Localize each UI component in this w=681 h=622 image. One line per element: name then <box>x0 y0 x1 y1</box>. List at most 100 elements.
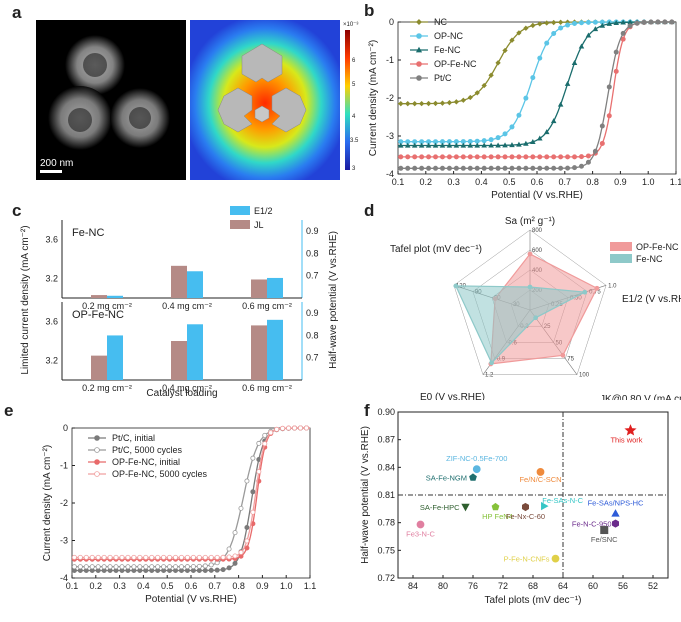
scatter-point <box>612 519 619 528</box>
scatter-point <box>600 526 609 535</box>
radar-tick: 100 <box>579 373 590 379</box>
data-point <box>502 131 508 137</box>
y-tick-label: 0 <box>63 423 68 433</box>
data-point <box>495 165 501 171</box>
data-point <box>572 165 578 171</box>
y-tick-label: 0 <box>389 17 394 27</box>
data-point <box>662 19 668 25</box>
data-point <box>523 154 529 160</box>
category-label: 0.4 mg cm⁻² <box>162 383 212 393</box>
data-point <box>419 165 425 171</box>
data-point <box>405 101 411 107</box>
radar-point <box>560 352 566 358</box>
panel-label: c <box>12 201 21 220</box>
data-point <box>572 154 578 160</box>
data-point <box>613 49 619 55</box>
bar-e12 <box>187 271 203 298</box>
point-label: Fe3-N-C <box>406 530 435 539</box>
data-point <box>137 554 143 560</box>
data-point <box>77 554 83 560</box>
bar-e12 <box>187 324 203 380</box>
data-point <box>543 129 550 135</box>
radar-point <box>533 315 539 321</box>
right-tick-label: 0.9 <box>306 226 319 236</box>
legend-marker <box>416 19 422 25</box>
point-label: P-Fe-N-CNFs <box>504 555 550 564</box>
bar-jl <box>251 325 267 380</box>
legend-marker <box>94 471 100 477</box>
data-point <box>398 154 404 160</box>
y-tick-label: 0.75 <box>377 545 395 555</box>
data-point <box>143 564 149 570</box>
data-point <box>516 30 522 36</box>
data-point <box>155 554 161 560</box>
legend-label: OP-Fe-NC, initial <box>112 457 180 467</box>
plot-frame <box>71 427 311 579</box>
data-point <box>173 564 179 570</box>
data-point <box>433 154 439 160</box>
scale-bar-label: 200 nm <box>40 158 73 169</box>
data-point <box>426 165 432 171</box>
colorbar-tick: 5 <box>352 82 356 88</box>
data-point <box>412 165 418 171</box>
data-point <box>467 154 473 160</box>
data-point <box>558 25 564 31</box>
x-tick-label: 72 <box>498 581 508 591</box>
x-tick-label: 0.9 <box>614 177 627 187</box>
simulation-image <box>190 20 340 180</box>
data-point <box>173 554 179 560</box>
data-point <box>523 25 529 31</box>
legend-label: Pt/C <box>434 73 452 83</box>
scale-bar <box>40 170 62 173</box>
data-point <box>481 154 487 160</box>
legend-label: E1/2 <box>254 206 273 216</box>
x-tick-label: 64 <box>558 581 568 591</box>
x-tick-label: 0.7 <box>559 177 572 187</box>
data-point <box>202 554 208 560</box>
category-label: 0.2 mg cm⁻² <box>82 383 132 393</box>
hex-frame <box>241 43 283 83</box>
legend-label: OP-NC <box>434 31 464 41</box>
data-point <box>606 20 613 26</box>
data-point <box>292 425 298 431</box>
data-point <box>137 564 143 570</box>
data-point <box>530 138 536 144</box>
data-point <box>544 154 550 160</box>
x-tick-label: 1.1 <box>304 581 317 591</box>
data-point <box>481 138 487 144</box>
data-point <box>244 525 250 531</box>
legend-marker <box>416 33 422 39</box>
legend: NC OP-NC Fe-NC OP-Fe-NC Pt/C <box>410 17 477 83</box>
data-point <box>149 554 155 560</box>
radar-axis-label: JK@0.80 V (mA cm⁻²) <box>600 394 681 400</box>
data-point <box>439 100 446 106</box>
x-tick-label: 0.1 <box>392 177 405 187</box>
data-point <box>516 112 522 118</box>
data-point <box>516 154 522 160</box>
x-tick-label: 0.3 <box>447 177 460 187</box>
radar-tick: 800 <box>532 228 543 234</box>
colorbar-tick: 3 <box>352 166 356 172</box>
data-point <box>453 154 459 160</box>
data-point <box>606 84 612 90</box>
data-point <box>460 142 467 148</box>
data-point <box>495 154 501 160</box>
radar-tick: 600 <box>532 248 543 254</box>
data-point <box>446 165 452 171</box>
data-point <box>558 154 564 160</box>
data-point <box>77 564 83 570</box>
panel-a: a 200 nm ×10⁻³ 6 5 4 3.5 3 <box>0 0 360 190</box>
data-point <box>530 75 536 81</box>
data-point <box>250 489 256 495</box>
data-point <box>244 538 250 544</box>
data-point <box>405 154 411 160</box>
data-point <box>516 141 522 147</box>
left-tick-label: 3.2 <box>45 274 58 284</box>
data-point <box>509 37 515 43</box>
sem-hole <box>129 107 151 129</box>
data-point <box>592 19 598 25</box>
data-point <box>502 47 508 54</box>
x-axis-title: Potential (V vs.RHE) <box>491 190 583 201</box>
data-point <box>244 545 250 551</box>
y-tick-label: 0.84 <box>377 462 395 472</box>
